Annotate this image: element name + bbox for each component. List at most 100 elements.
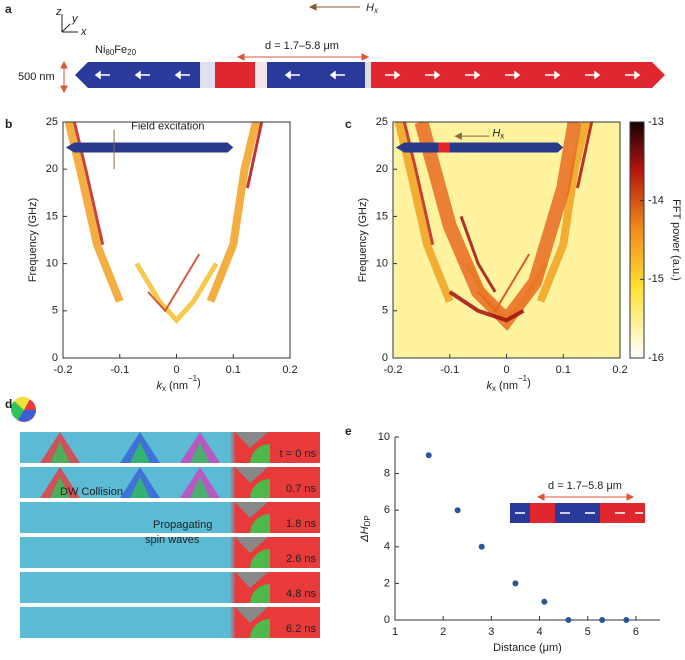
wall — [190, 477, 210, 498]
x-tick-label: 0.1 — [226, 364, 241, 376]
x-tick-label: -0.1 — [110, 364, 129, 376]
wall — [190, 442, 210, 463]
time-label: 1.8 ns — [286, 518, 316, 530]
label-part: −1 — [188, 374, 198, 383]
strip — [20, 572, 320, 603]
y-tick-label: 0 — [384, 614, 390, 626]
heatmap-feature — [575, 122, 594, 189]
heatmap-feature — [245, 122, 264, 189]
label-part: k — [487, 380, 493, 392]
material-label: Ni80Fe20 — [95, 44, 137, 57]
axis-label: z — [55, 6, 62, 18]
x-axis-label: kx (nm−1) — [487, 374, 531, 393]
point — [425, 452, 432, 459]
point — [512, 580, 519, 587]
wall — [235, 467, 268, 483]
label-part: −1 — [518, 374, 528, 383]
heatmap-feature — [536, 122, 590, 303]
panel-label: d — [5, 397, 12, 411]
x-tick-label: 0.2 — [612, 364, 627, 376]
wall — [235, 502, 268, 518]
heatmap-feature — [459, 215, 497, 293]
time-label: 6.2 ns — [286, 623, 316, 635]
nanowire — [75, 62, 665, 88]
point — [454, 507, 461, 514]
y-tick-label: 5 — [382, 305, 388, 317]
label-part: (nm — [496, 380, 518, 392]
label-part: ΔH — [359, 526, 371, 542]
panel-label: a — [5, 2, 12, 16]
x-tick-label: 0.1 — [556, 364, 571, 376]
time-label: 2.6 ns — [286, 553, 316, 565]
y-tick-label: 10 — [378, 431, 390, 443]
y-tick-label: 10 — [376, 258, 388, 270]
x-tick-label: -0.2 — [54, 364, 73, 376]
inset-label: d = 1.7–5.8 μm — [548, 480, 622, 492]
panel-label: b — [5, 117, 12, 131]
annotation-arrow — [454, 132, 490, 140]
heatmap-feature — [134, 262, 219, 324]
x-axis-label: kx (nm−1) — [157, 374, 201, 393]
wall — [250, 513, 270, 533]
x-tick-label: 5 — [585, 626, 591, 638]
y-tick-label: 20 — [46, 163, 58, 175]
wall — [250, 583, 270, 603]
width-label: 500 nm — [18, 71, 55, 83]
wall — [50, 442, 70, 463]
label-part: x — [492, 384, 496, 393]
time-label: t = 0 ns — [280, 448, 317, 460]
y-axis-label: Frequency (GHz) — [357, 198, 369, 282]
colorbar-tick-label: -14 — [648, 195, 664, 207]
y-tick-label: 15 — [46, 210, 58, 222]
dimension-arrows — [60, 53, 370, 94]
annotation: Field excitation — [131, 121, 204, 133]
y-tick-label: 0 — [52, 352, 58, 364]
point — [541, 598, 548, 605]
wall — [130, 477, 150, 498]
x-axis-label: Distance (μm) — [493, 642, 562, 654]
inset-dimension — [536, 493, 635, 501]
heatmap-feature — [206, 122, 260, 303]
panel-label: c — [345, 117, 352, 131]
field-arrow — [308, 3, 360, 11]
y-tick-label: 25 — [46, 116, 58, 128]
x-tick-label: 0 — [173, 364, 179, 376]
x-tick-label: 1 — [392, 626, 398, 638]
y-tick-label: 2 — [384, 577, 390, 589]
y-tick-label: 15 — [376, 210, 388, 222]
heatmap-feature — [72, 122, 105, 246]
x-tick-label: 0 — [503, 364, 509, 376]
y-axis-label: Frequency (GHz) — [27, 198, 39, 282]
label-part: ) — [197, 377, 201, 389]
axis-label: x — [80, 26, 87, 38]
wall — [235, 432, 268, 448]
y-axis-label: ΔHDP — [359, 515, 372, 542]
point — [478, 543, 485, 550]
inset-wire — [555, 503, 600, 523]
time-label: 0.7 ns — [286, 483, 316, 495]
wall — [250, 444, 270, 463]
axis-label: y — [71, 13, 79, 25]
heatmap — [393, 122, 620, 358]
wall — [250, 619, 270, 638]
color-wheel — [10, 396, 36, 422]
point — [623, 617, 630, 623]
distance-label: d = 1.7–5.8 μm — [265, 40, 339, 52]
x-tick-label: 4 — [536, 626, 542, 638]
colorbar-tick-label: -15 — [648, 273, 664, 285]
wall — [250, 478, 270, 498]
inset-wire — [530, 503, 555, 523]
heatmap-feature — [448, 290, 525, 323]
label-part: (nm — [166, 380, 188, 392]
colorbar — [629, 121, 645, 359]
y-tick-label: 20 — [376, 163, 388, 175]
x-tick-label: -0.1 — [440, 364, 459, 376]
y-tick-label: 5 — [52, 305, 58, 317]
label-part: x — [500, 131, 504, 140]
simulation-strips: t = 0 ns 0.7 ns 1.8 ns 2.6 ns 4.8 ns 6.2 ns — [20, 432, 320, 638]
heatmap-feature — [402, 122, 435, 246]
excitation-bar — [395, 142, 564, 153]
wall — [130, 442, 150, 463]
y-tick-label: 8 — [384, 468, 390, 480]
